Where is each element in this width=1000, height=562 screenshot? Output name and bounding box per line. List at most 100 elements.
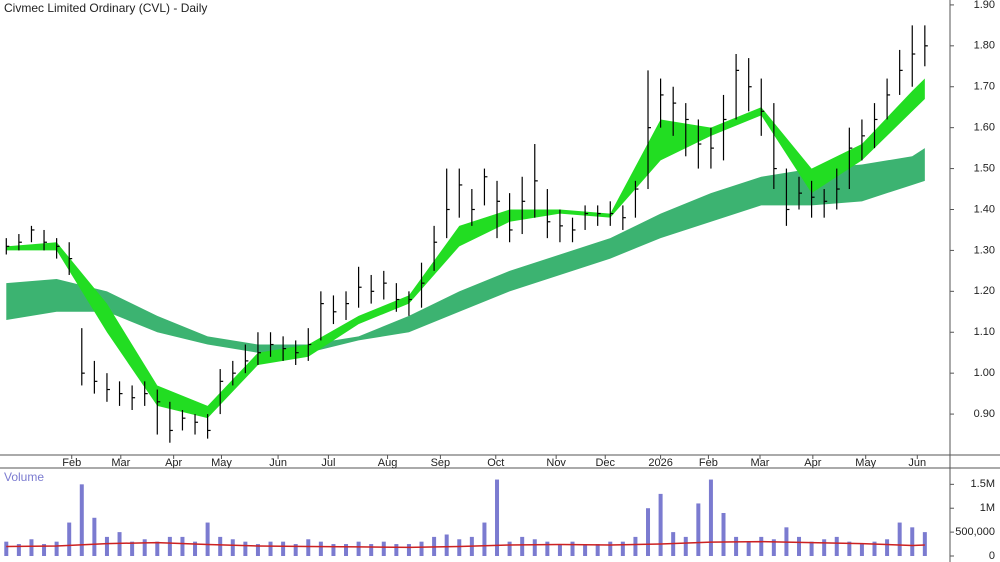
volume-bar <box>281 541 286 556</box>
volume-title: Volume <box>4 470 44 484</box>
volume-bar <box>293 544 298 556</box>
volume-bar <box>847 541 852 556</box>
x-tick-label: Dec <box>595 457 615 469</box>
volume-bar <box>897 522 902 556</box>
volume-bar <box>545 541 550 556</box>
y-tick-label: 1.90 <box>974 0 995 11</box>
volume-bar <box>344 544 349 556</box>
volume-bar <box>797 536 802 556</box>
volume-bar <box>79 484 84 556</box>
volume-bar <box>822 539 827 556</box>
x-tick-label: Feb <box>62 457 81 469</box>
volume-bar <box>771 539 776 556</box>
volume-bar <box>318 541 323 556</box>
y-tick-label: 0.90 <box>974 408 995 420</box>
volume-bar <box>42 544 47 556</box>
y-tick-label: 1.60 <box>974 122 995 134</box>
chart-title: Civmec Limited Ordinary (CVL) - Daily <box>4 1 207 15</box>
volume-bar <box>872 541 877 556</box>
y-tick-label: 1.50 <box>974 162 995 174</box>
volume-bar <box>495 479 500 556</box>
x-tick-label: Apr <box>804 457 821 469</box>
x-tick-label: Nov <box>546 457 566 469</box>
volume-bar <box>394 544 399 556</box>
x-tick-label: Mar <box>111 457 130 469</box>
volume-bar <box>608 541 613 556</box>
y-tick-label: 1M <box>980 502 995 514</box>
volume-bar <box>130 541 135 556</box>
volume-bar <box>356 541 361 556</box>
y-tick-label: 1.80 <box>974 40 995 52</box>
volume-bar <box>809 541 814 556</box>
volume-bar <box>557 544 562 556</box>
x-tick-label: Sep <box>431 457 451 469</box>
y-tick-label: 1.20 <box>974 285 995 297</box>
y-tick-label: 500,000 <box>955 526 995 538</box>
volume-bar <box>646 508 651 556</box>
y-tick-label: 1.5M <box>971 478 995 490</box>
volume-bar <box>104 536 109 556</box>
volume-bar <box>457 539 462 556</box>
volume-bar <box>230 539 235 556</box>
volume-bar <box>381 541 386 556</box>
volume-bar <box>142 539 147 556</box>
volume-bar <box>369 544 374 556</box>
x-tick-label: May <box>211 457 232 469</box>
volume-bar <box>155 541 160 556</box>
x-tick-label: Feb <box>699 457 718 469</box>
volume-bar <box>922 532 927 556</box>
y-tick-label: 1.10 <box>974 326 995 338</box>
volume-bar <box>595 544 600 556</box>
volume-bar <box>633 536 638 556</box>
volume-bar <box>306 539 311 556</box>
volume-bar <box>570 541 575 556</box>
volume-bar <box>255 544 260 556</box>
x-tick-label: Apr <box>165 457 182 469</box>
x-tick-label: Mar <box>751 457 770 469</box>
volume-bar <box>406 544 411 556</box>
volume-bar <box>193 541 198 556</box>
volume-bar <box>834 536 839 556</box>
y-tick-label: 0 <box>989 550 995 562</box>
volume-bar <box>268 541 273 556</box>
volume-bar <box>218 536 223 556</box>
volume-bar <box>859 544 864 556</box>
volume-bar <box>910 527 915 556</box>
volume-bar <box>746 541 751 556</box>
volume-bar <box>507 541 512 556</box>
volume-bar <box>419 541 424 556</box>
volume-bar <box>205 522 210 556</box>
volume-bar <box>885 539 890 556</box>
volume-bar <box>708 479 713 556</box>
volume-bar <box>696 503 701 556</box>
y-tick-label: 1.70 <box>974 81 995 93</box>
volume-bar <box>92 517 97 556</box>
x-tick-label: Jul <box>321 457 335 469</box>
volume-bar <box>54 541 59 556</box>
volume-bar <box>29 539 34 556</box>
volume-bar <box>4 541 9 556</box>
volume-bar <box>482 522 487 556</box>
volume-bar <box>583 544 588 556</box>
volume-bar <box>167 536 172 556</box>
x-tick-label: Aug <box>378 457 398 469</box>
x-tick-label: Oct <box>487 457 504 469</box>
volume-bar <box>683 536 688 556</box>
volume-bar <box>331 544 336 556</box>
volume-bar <box>759 536 764 556</box>
volume-bar <box>734 536 739 556</box>
volume-bar <box>243 541 248 556</box>
volume-bar <box>520 536 525 556</box>
volume-bar <box>620 541 625 556</box>
volume-bar <box>16 544 21 556</box>
volume-bar <box>721 513 726 556</box>
volume-bar <box>67 522 72 556</box>
volume-bar <box>444 534 449 556</box>
volume-bar <box>658 493 663 556</box>
volume-bar <box>532 539 537 556</box>
x-tick-label: 2026 <box>648 457 672 469</box>
volume-average <box>6 540 925 549</box>
y-tick-label: 1.30 <box>974 244 995 256</box>
volume-bar <box>180 536 185 556</box>
